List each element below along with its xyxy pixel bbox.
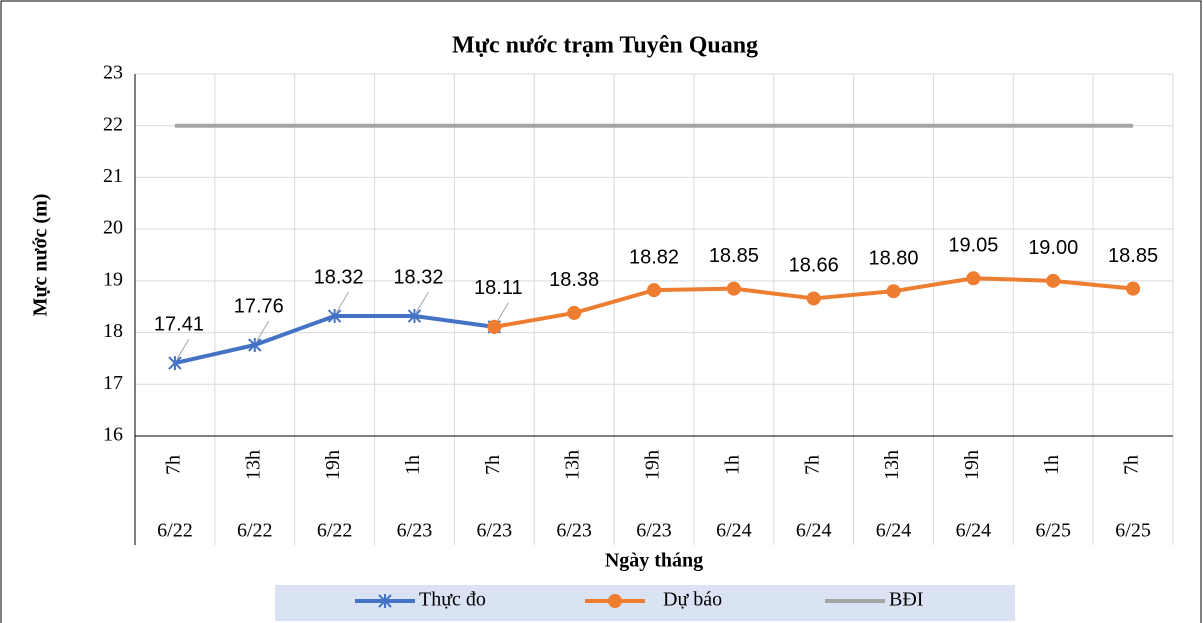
x-group-label: 6/23: [397, 520, 433, 542]
data-label: 18.66: [789, 255, 839, 277]
data-point: [168, 356, 182, 371]
y-tick-label: 21: [103, 165, 123, 187]
y-tick-label: 19: [103, 268, 123, 290]
chart-title: Mực nước trạm Tuyên Quang: [452, 33, 758, 59]
x-group-label: 6/22: [157, 520, 193, 542]
y-tick-label: 18: [103, 320, 123, 342]
data-label: 17.41: [154, 313, 204, 335]
data-point: [886, 284, 901, 299]
x-group-label: 6/23: [556, 520, 592, 542]
y-tick-label: 17: [103, 372, 123, 394]
x-group-label: 6/22: [237, 520, 273, 542]
x-tick-label: 13h: [242, 450, 264, 480]
data-point: [407, 309, 422, 324]
x-group-label: 6/25: [1115, 520, 1151, 542]
label-leader: [256, 320, 270, 342]
data-point: [806, 291, 821, 306]
data-label: 19.00: [1028, 237, 1078, 259]
x-tick-label: 7h: [1121, 455, 1143, 475]
legend-marker: [378, 594, 392, 608]
data-point: [567, 305, 582, 320]
x-group-label: 6/24: [796, 520, 832, 542]
data-label: 18.80: [869, 247, 919, 269]
data-label: 18.32: [314, 266, 364, 288]
label-leader: [416, 291, 429, 313]
x-tick-label: 19h: [642, 450, 664, 480]
label-leader: [495, 302, 509, 324]
label-leader: [176, 338, 190, 360]
legend-marker: [608, 594, 622, 608]
data-label: 17.76: [234, 295, 284, 317]
data-point: [1046, 273, 1061, 288]
x-tick-label: 1h: [721, 455, 743, 475]
data-label: 19.05: [948, 235, 998, 257]
data-point: [487, 319, 502, 334]
y-tick-label: 23: [103, 62, 123, 84]
x-tick-label: 1h: [1041, 455, 1063, 475]
x-axis-label: Ngày tháng: [605, 550, 703, 572]
x-tick-label: 1h: [402, 455, 424, 475]
y-tick-label: 22: [103, 113, 123, 135]
x-tick-label: 13h: [881, 450, 903, 480]
data-point: [726, 281, 741, 296]
x-tick-label: 7h: [163, 455, 185, 475]
data-label: 18.38: [549, 269, 599, 291]
legend-label: BĐI: [889, 589, 923, 611]
data-label: 18.82: [629, 246, 679, 268]
x-tick-label: 7h: [801, 455, 823, 475]
data-label: 18.85: [1108, 245, 1158, 267]
x-group-label: 6/25: [1035, 520, 1071, 542]
x-group-label: 6/22: [317, 520, 353, 542]
x-tick-label: 19h: [961, 450, 983, 480]
data-point: [966, 271, 981, 286]
y-tick-label: 20: [103, 217, 123, 239]
x-group-label: 6/24: [716, 520, 752, 542]
data-label: 18.11: [474, 277, 523, 299]
data-point: [1126, 281, 1141, 296]
x-group-label: 6/24: [876, 520, 912, 542]
x-tick-label: 19h: [322, 450, 344, 480]
y-tick-label: 16: [103, 424, 123, 446]
legend-label: Dự báo: [663, 589, 722, 611]
data-point: [248, 337, 262, 352]
x-group-label: 6/23: [477, 520, 513, 542]
data-point: [327, 309, 342, 324]
x-group-label: 6/23: [636, 520, 672, 542]
data-point: [647, 283, 661, 298]
label-leader: [336, 291, 350, 313]
data-label: 18.32: [393, 266, 443, 288]
legend-label: Thực đo: [419, 589, 486, 611]
y-axis-label: Mực nước (m): [30, 194, 52, 317]
data-label: 18.85: [709, 245, 759, 267]
x-tick-label: 13h: [562, 450, 584, 480]
x-tick-label: 7h: [482, 455, 504, 475]
x-group-label: 6/24: [956, 520, 992, 542]
